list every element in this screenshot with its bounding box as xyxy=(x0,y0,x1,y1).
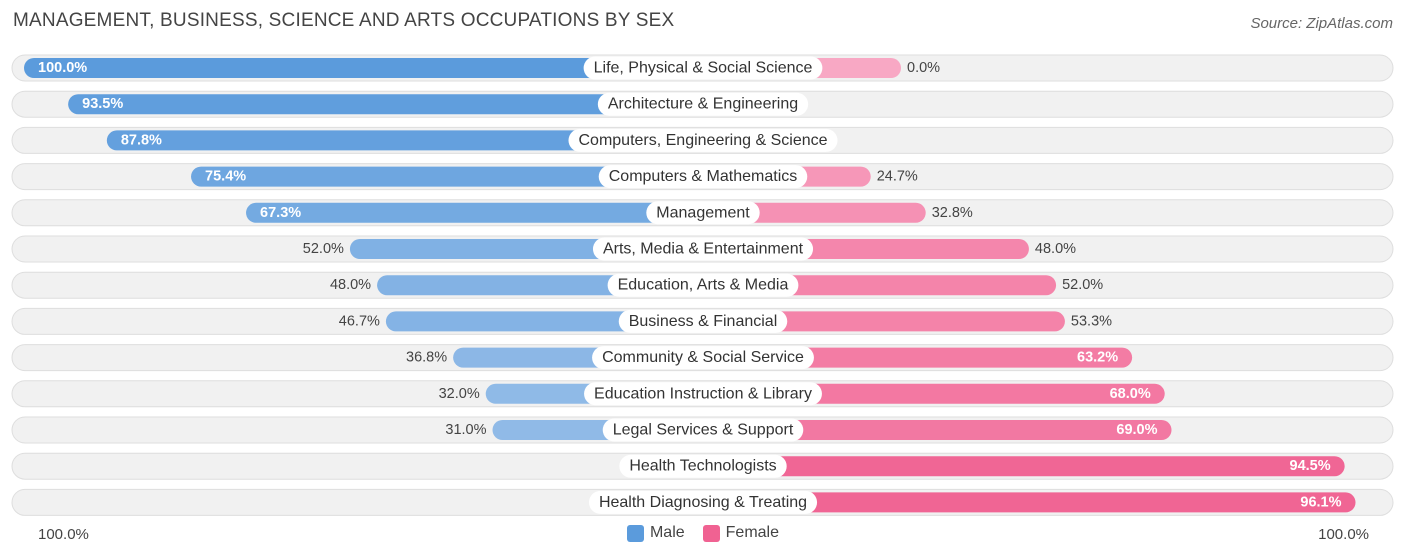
female-bar xyxy=(703,202,926,223)
category-label: Management xyxy=(656,204,750,221)
female-value-label: 52.0% xyxy=(1062,277,1103,293)
category-label-pill xyxy=(618,309,788,333)
female-value-label: 94.5% xyxy=(1290,458,1331,474)
source-label: Source: ZipAtlas.com xyxy=(1250,15,1393,32)
category-label: Community & Social Service xyxy=(602,349,804,366)
male-value-label: 46.7% xyxy=(339,313,380,329)
male-bar xyxy=(191,166,703,187)
male-bar xyxy=(106,130,703,151)
category-label: Arts, Media & Entertainment xyxy=(603,241,804,258)
legend: Male Female xyxy=(0,524,1406,542)
chart-title: MANAGEMENT, BUSINESS, SCIENCE AND ARTS O… xyxy=(13,10,675,31)
category-label: Business & Financial xyxy=(629,313,778,330)
legend-male-swatch xyxy=(626,524,644,542)
category-label: Computers & Mathematics xyxy=(609,168,798,185)
category-label-pill xyxy=(568,128,838,152)
category-label: Education Instruction & Library xyxy=(594,385,812,402)
category-label: Computers, Engineering & Science xyxy=(578,132,827,149)
category-label-pill xyxy=(607,273,799,297)
female-value-label: 68.0% xyxy=(1110,386,1151,402)
female-bar xyxy=(703,420,1172,440)
female-value-label: 96.1% xyxy=(1300,494,1341,510)
legend-female: Female xyxy=(702,524,780,542)
category-label-pill xyxy=(619,454,787,478)
category-label-pill xyxy=(584,382,822,406)
category-label: Health Technologists xyxy=(629,458,776,475)
category-label-pill xyxy=(592,237,814,261)
axis-right-label: 100.0% xyxy=(1318,526,1369,543)
legend-female-label: Female xyxy=(725,524,780,541)
legend-male-label: Male xyxy=(649,524,685,541)
male-value-label: 36.8% xyxy=(406,350,447,366)
category-label: Education, Arts & Media xyxy=(618,277,789,294)
female-value-label: 48.0% xyxy=(1035,241,1076,257)
male-value-label: 67.3% xyxy=(260,205,301,221)
category-label-pill xyxy=(583,56,823,80)
legend-male: Male xyxy=(626,524,685,542)
category-label-pill xyxy=(602,418,804,442)
legend-female-swatch xyxy=(702,524,720,542)
category-label: Health Diagnosing & Treating xyxy=(599,494,807,511)
axis-left-label: 100.0% xyxy=(38,526,89,543)
category-label-pill xyxy=(597,92,809,116)
female-value-label: 0.0% xyxy=(907,60,940,76)
category-label-pill xyxy=(588,490,818,514)
male-value-label: 32.0% xyxy=(439,386,480,402)
category-label-pill xyxy=(646,201,760,225)
female-bar xyxy=(703,492,1356,513)
female-bar xyxy=(703,456,1345,477)
female-value-label: 63.2% xyxy=(1077,350,1118,366)
female-value-label: 69.0% xyxy=(1116,422,1157,438)
female-bar xyxy=(703,311,1065,332)
male-value-label: 48.0% xyxy=(330,277,371,293)
female-value-label: 32.8% xyxy=(932,205,973,221)
male-bar xyxy=(24,58,703,78)
category-label-pill xyxy=(598,165,808,189)
male-value-label: 31.0% xyxy=(445,422,486,438)
male-bar xyxy=(246,202,703,223)
category-label: Legal Services & Support xyxy=(613,422,794,439)
male-bar xyxy=(68,94,703,115)
female-value-label: 53.3% xyxy=(1071,313,1112,329)
male-value-label: 93.5% xyxy=(82,96,123,112)
category-label-pill xyxy=(592,346,814,370)
male-value-label: 87.8% xyxy=(121,132,162,148)
bar-chart: 100.0% 0.0% Life, Physical & Social Scienc… xyxy=(11,54,1394,516)
male-value-label: 100.0% xyxy=(38,60,87,76)
category-label: Architecture & Engineering xyxy=(608,96,798,113)
category-label: Life, Physical & Social Science xyxy=(594,60,813,77)
female-value-label: 24.7% xyxy=(877,169,918,185)
male-value-label: 52.0% xyxy=(303,241,344,257)
male-value-label: 75.4% xyxy=(205,169,246,185)
